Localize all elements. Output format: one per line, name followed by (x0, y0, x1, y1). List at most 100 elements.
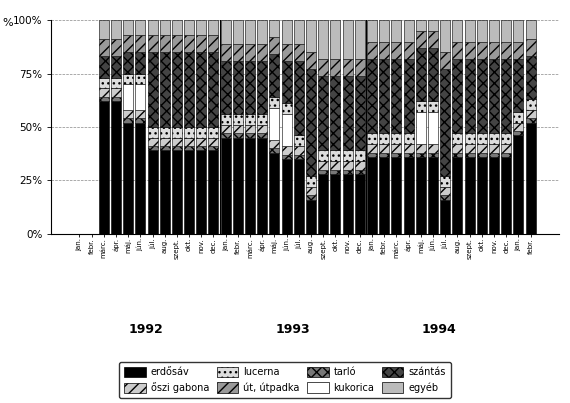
Bar (428, 157, 438, 234)
Bar (282, 114, 292, 146)
Bar (209, 146, 218, 150)
Bar (221, 61, 231, 114)
Bar (416, 20, 426, 31)
Bar (148, 137, 157, 146)
Bar (184, 137, 194, 146)
Bar (440, 69, 450, 176)
Bar (148, 20, 157, 35)
Bar (221, 114, 231, 125)
Bar (233, 138, 243, 234)
Bar (282, 20, 292, 44)
Bar (294, 44, 304, 61)
Bar (196, 127, 206, 138)
Bar (245, 20, 255, 44)
Bar (379, 153, 389, 157)
Bar (135, 52, 145, 73)
Bar (343, 150, 353, 161)
Bar (355, 58, 365, 76)
Bar (355, 76, 365, 150)
Bar (379, 157, 389, 234)
Bar (306, 20, 316, 52)
Bar (196, 137, 206, 146)
Bar (453, 153, 462, 157)
Bar (245, 125, 255, 133)
Bar (257, 61, 267, 114)
Bar (367, 153, 377, 157)
Bar (526, 20, 536, 39)
Bar (428, 112, 438, 144)
Bar (233, 133, 243, 138)
Bar (233, 61, 243, 114)
Bar (270, 153, 279, 234)
Bar (501, 144, 511, 153)
Bar (526, 110, 536, 118)
Bar (318, 174, 328, 234)
Bar (233, 20, 243, 44)
Bar (526, 56, 536, 99)
Bar (270, 148, 279, 153)
Bar (172, 20, 182, 35)
Bar (306, 199, 316, 234)
Bar (99, 78, 109, 89)
Bar (465, 153, 475, 157)
Bar (489, 58, 499, 133)
Bar (501, 42, 511, 58)
Bar (282, 44, 292, 61)
Bar (514, 112, 523, 123)
Bar (270, 54, 279, 97)
Bar (453, 133, 462, 144)
Bar (135, 35, 145, 52)
Bar (379, 42, 389, 58)
Bar (184, 52, 194, 127)
Bar (501, 153, 511, 157)
Bar (404, 157, 414, 234)
Bar (343, 58, 353, 76)
Bar (379, 144, 389, 153)
Bar (453, 157, 462, 234)
Bar (367, 58, 377, 133)
Bar (355, 161, 365, 170)
Bar (526, 123, 536, 234)
Bar (99, 97, 109, 101)
Bar (196, 150, 206, 234)
Bar (172, 146, 182, 150)
Bar (209, 150, 218, 234)
Bar (501, 58, 511, 133)
Bar (514, 123, 523, 131)
Bar (172, 150, 182, 234)
Bar (123, 73, 133, 84)
Bar (196, 52, 206, 127)
Bar (148, 52, 157, 127)
Bar (318, 161, 328, 170)
Bar (343, 170, 353, 174)
Bar (111, 20, 121, 39)
Text: 1994: 1994 (422, 324, 457, 337)
Bar (331, 20, 340, 58)
Bar (392, 133, 401, 144)
Bar (123, 52, 133, 73)
Bar (111, 97, 121, 101)
Bar (331, 174, 340, 234)
Bar (270, 108, 279, 140)
Bar (209, 35, 218, 52)
Bar (440, 195, 450, 199)
Bar (355, 20, 365, 58)
Bar (343, 20, 353, 58)
Bar (257, 44, 267, 61)
Bar (465, 133, 475, 144)
Bar (477, 20, 487, 42)
Bar (257, 133, 267, 138)
Bar (257, 125, 267, 133)
Bar (111, 89, 121, 97)
Bar (160, 127, 170, 138)
Bar (245, 114, 255, 125)
Bar (465, 20, 475, 42)
Bar (209, 137, 218, 146)
Bar (331, 150, 340, 161)
Bar (172, 127, 182, 138)
Bar (233, 44, 243, 61)
Bar (257, 114, 267, 125)
Bar (184, 150, 194, 234)
Bar (392, 157, 401, 234)
Bar (135, 73, 145, 84)
